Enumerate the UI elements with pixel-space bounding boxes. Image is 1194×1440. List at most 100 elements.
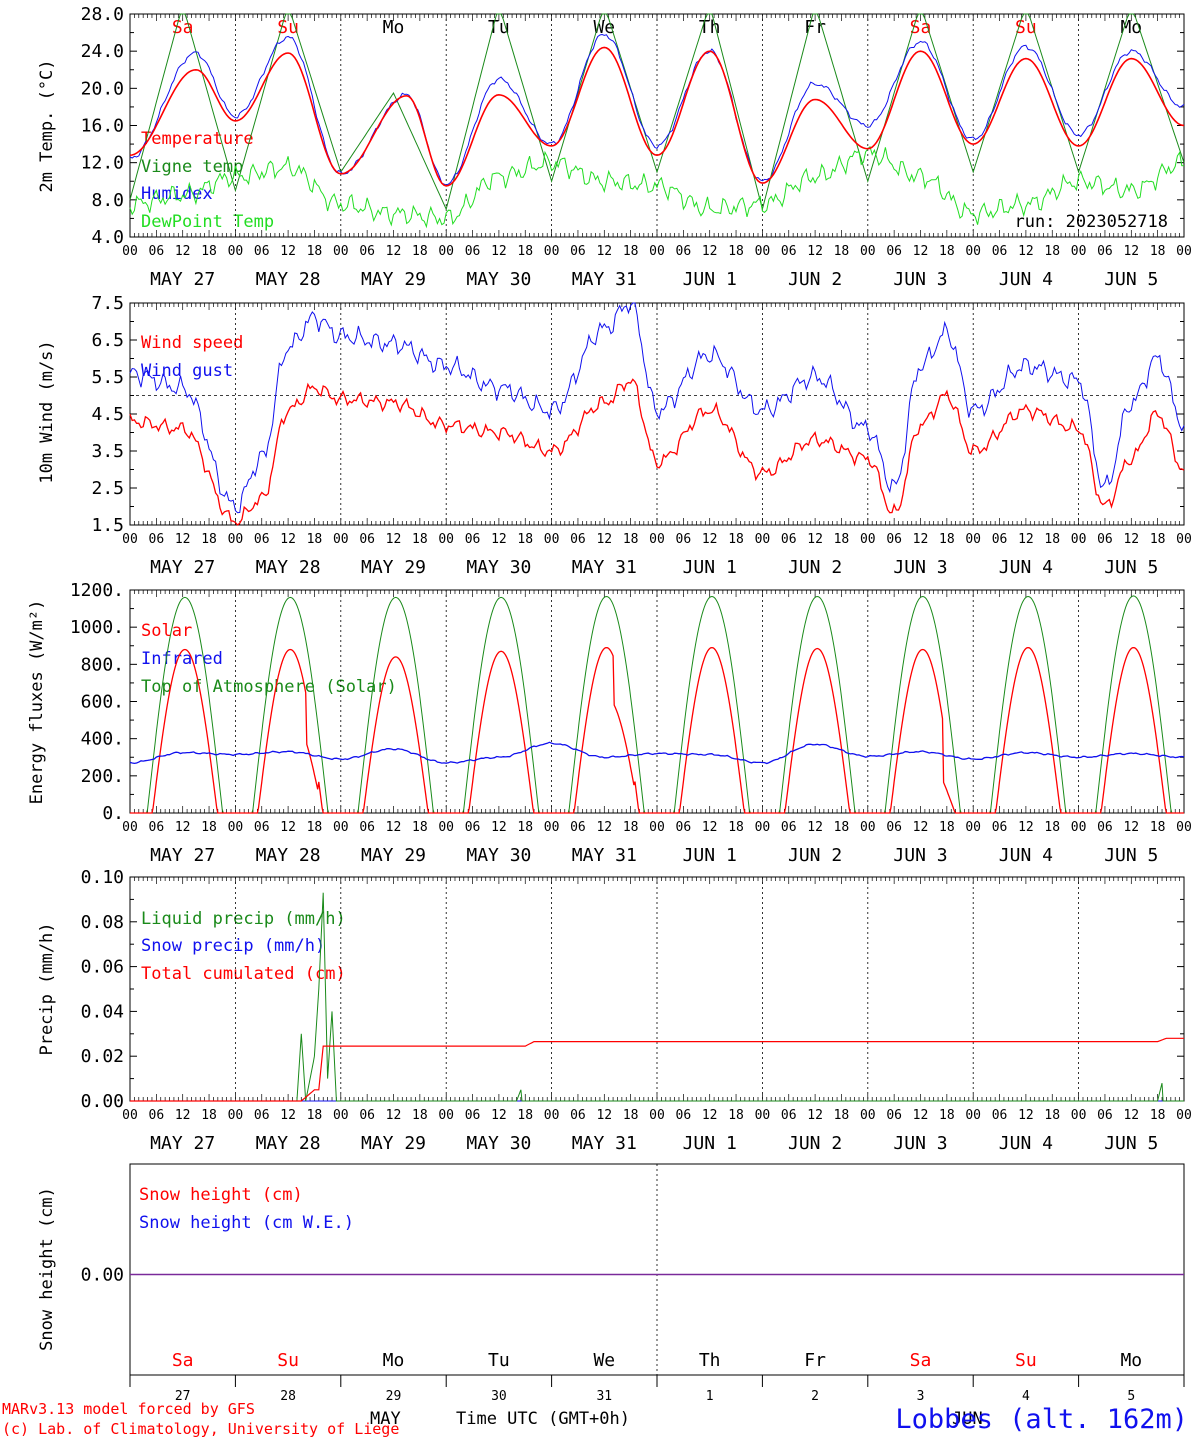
hour-label: 18: [412, 1108, 428, 1123]
hour-label: 00: [649, 244, 665, 259]
hour-label: 06: [359, 532, 375, 547]
wind-ylabel: 10m Wind (m/s): [37, 340, 57, 483]
hour-label: 06: [781, 820, 797, 835]
hour-label: 06: [781, 1108, 797, 1123]
hour-label: 12: [491, 244, 507, 259]
hour-label: 00: [544, 1108, 560, 1123]
hour-label: 00: [965, 820, 981, 835]
hour-label: 18: [517, 532, 533, 547]
weekday-label: Tu: [488, 1350, 510, 1371]
hour-label: 06: [781, 244, 797, 259]
hour-label: 18: [728, 244, 744, 259]
date-label: MAY 30: [466, 1133, 531, 1154]
hour-label: 12: [1018, 244, 1034, 259]
hour-label: 12: [913, 244, 929, 259]
hour-label: 12: [1018, 1108, 1034, 1123]
hour-label: 06: [359, 1108, 375, 1123]
hour-label: 18: [728, 532, 744, 547]
hour-label: 18: [201, 820, 217, 835]
date-label: MAY 30: [466, 557, 531, 578]
day-number: 1: [706, 1389, 714, 1404]
weekday-label: Su: [277, 1350, 299, 1371]
legend-snow-precip: Snow precip (mm/h): [141, 936, 325, 956]
hour-label: 00: [122, 1108, 138, 1123]
weekday-label: Sa: [910, 1350, 932, 1371]
hour-label: 00: [860, 532, 876, 547]
hour-label: 18: [1044, 532, 1060, 547]
hour-label: 00: [438, 532, 454, 547]
hour-label: 12: [807, 1108, 823, 1123]
hour-label: 18: [412, 244, 428, 259]
hour-label: 00: [122, 244, 138, 259]
date-label: JUN 4: [999, 557, 1053, 578]
solar-line: [130, 646, 1184, 814]
hour-label: 18: [834, 1108, 850, 1123]
date-label: MAY 28: [256, 557, 321, 578]
hour-label: 18: [307, 820, 323, 835]
hour-label: 06: [465, 820, 481, 835]
hour-label: 12: [280, 1108, 296, 1123]
hour-label: 12: [280, 820, 296, 835]
date-label: JUN 1: [683, 269, 737, 290]
hour-label: 00: [228, 820, 244, 835]
hour-label: 12: [1018, 820, 1034, 835]
hour-label: 06: [254, 532, 270, 547]
hour-label: 18: [201, 244, 217, 259]
y-tick-label: 800.: [81, 654, 124, 675]
legend-wind-speed: Wind speed: [141, 333, 243, 353]
hour-label: 06: [1097, 244, 1113, 259]
weekday-label: Sa: [172, 1350, 194, 1371]
date-label: JUN 2: [788, 845, 842, 866]
hour-label: 00: [438, 820, 454, 835]
hour-label: 18: [623, 532, 639, 547]
day-number: 28: [280, 1389, 296, 1404]
hour-label: 00: [333, 820, 349, 835]
hour-label: 06: [570, 1108, 586, 1123]
day-number: 3: [917, 1389, 925, 1404]
hour-label: 06: [254, 1108, 270, 1123]
axes-2: 00 06 12 18 00 06 12 18 00 06 12 18 00 06 12 18 00 06 12 18…: [70, 580, 1192, 866]
date-label: MAY 29: [361, 269, 426, 290]
hour-label: 00: [965, 1108, 981, 1123]
hour-label: 12: [596, 244, 612, 259]
date-label: MAY 29: [361, 845, 426, 866]
date-label: MAY 30: [466, 845, 531, 866]
date-label: MAY 31: [572, 557, 637, 578]
axes-3: 00 06 12 18 00 06 12 18 00 06 12 18 00 06 12 18 00 06 12 18…: [81, 867, 1192, 1154]
hour-label: 06: [1097, 1108, 1113, 1123]
day-number: 31: [596, 1389, 612, 1404]
hour-label: 18: [307, 532, 323, 547]
hour-label: 06: [254, 244, 270, 259]
day-number: 29: [386, 1389, 402, 1404]
hour-label: 12: [175, 1108, 191, 1123]
hour-label: 18: [834, 244, 850, 259]
precip-ylabel: Precip (mm/h): [37, 922, 57, 1055]
hour-label: 00: [544, 532, 560, 547]
hour-label: 06: [1097, 820, 1113, 835]
date-label: JUN 4: [999, 1133, 1053, 1154]
weekday-label: Su: [1015, 1350, 1037, 1371]
legend-temperature: Temperature: [141, 129, 254, 149]
hour-label: 06: [149, 1108, 165, 1123]
hour-label: 18: [939, 532, 955, 547]
day-number: 4: [1022, 1389, 1030, 1404]
day-number: 27: [175, 1389, 191, 1404]
time-axis-label: Time UTC (GMT+0h): [456, 1409, 630, 1429]
energy-panel: Energy fluxes (W/m²) Solar Infrared Top …: [27, 580, 1192, 866]
hour-label: 06: [465, 532, 481, 547]
hour-label: 00: [122, 532, 138, 547]
hour-label: 18: [939, 820, 955, 835]
hour-label: 06: [359, 820, 375, 835]
hour-label: 18: [1044, 820, 1060, 835]
wind-gust-line: [129, 302, 1185, 514]
hour-label: 00: [1176, 1108, 1192, 1123]
hour-label: 06: [992, 244, 1008, 259]
hour-label: 00: [965, 532, 981, 547]
axes-4: 0.00 Sa 27 Su 28 Mo 29 Tu 30 We 31 Th 1 Fr 2 Sa 3 Su 4 Mo 5: [81, 1163, 1185, 1404]
hour-label: 18: [1150, 244, 1166, 259]
y-tick-label: 5.5: [91, 367, 124, 388]
month-may-label: MAY: [370, 1409, 401, 1429]
hour-label: 18: [517, 244, 533, 259]
date-label: MAY 28: [256, 1133, 321, 1154]
lab-credit: (c) Lab. of Climatology, University of L…: [2, 1420, 399, 1438]
